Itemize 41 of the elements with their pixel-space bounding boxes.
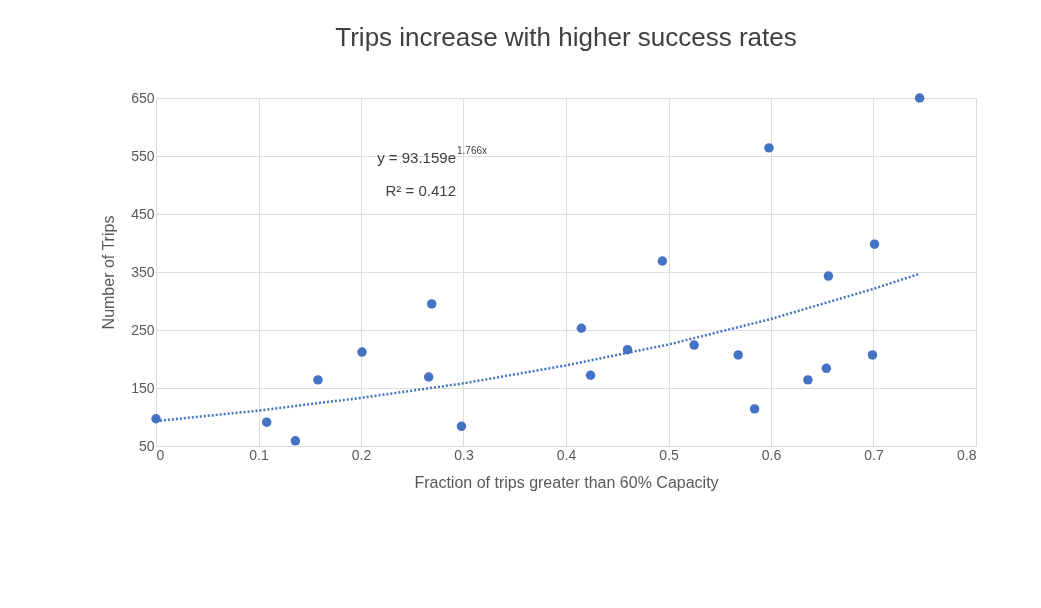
point [357,347,367,357]
point [749,404,760,414]
y-tick-label: 50 [138,437,155,454]
point [821,363,832,374]
y-tick-label: 250 [131,321,155,338]
point [261,417,272,427]
x-tick-label: 0.2 [351,446,372,463]
point [914,93,925,103]
x-tick-label: 0.3 [454,446,474,463]
annotation: R² = 0.412 [385,182,456,199]
x-tick-label: 0.1 [249,446,269,463]
point [426,299,437,309]
point [151,414,161,424]
x-tick-label: 0.6 [761,446,782,463]
point [803,375,813,385]
x-axis-title: Fraction of trips greater than 60% Capacity [414,473,719,491]
point [823,271,834,281]
point [867,350,878,360]
y-tick-label: 350 [131,263,155,280]
x-tick-label: 0.5 [659,446,679,463]
y-axis-title: Number of Trips [100,215,118,330]
chart-title: Trips increase with higher success rates [335,22,797,52]
x-tick-label: 0.8 [957,446,977,463]
y-tick-label: 150 [131,379,155,396]
x-tick-label: 0 [156,446,165,463]
point [869,239,880,249]
x-tick-label: 0.4 [556,446,577,463]
y-tick-label: 650 [131,89,155,106]
point [576,323,587,333]
point [733,350,743,360]
y-tick-label: 450 [131,205,155,222]
point [764,143,774,153]
point [290,436,301,446]
point [689,340,699,350]
point [456,421,467,432]
point [423,372,434,382]
point [585,370,596,380]
x-tick-label: 0.7 [864,446,884,463]
point [657,256,668,266]
point [313,375,323,385]
y-tick-label: 550 [131,147,155,164]
